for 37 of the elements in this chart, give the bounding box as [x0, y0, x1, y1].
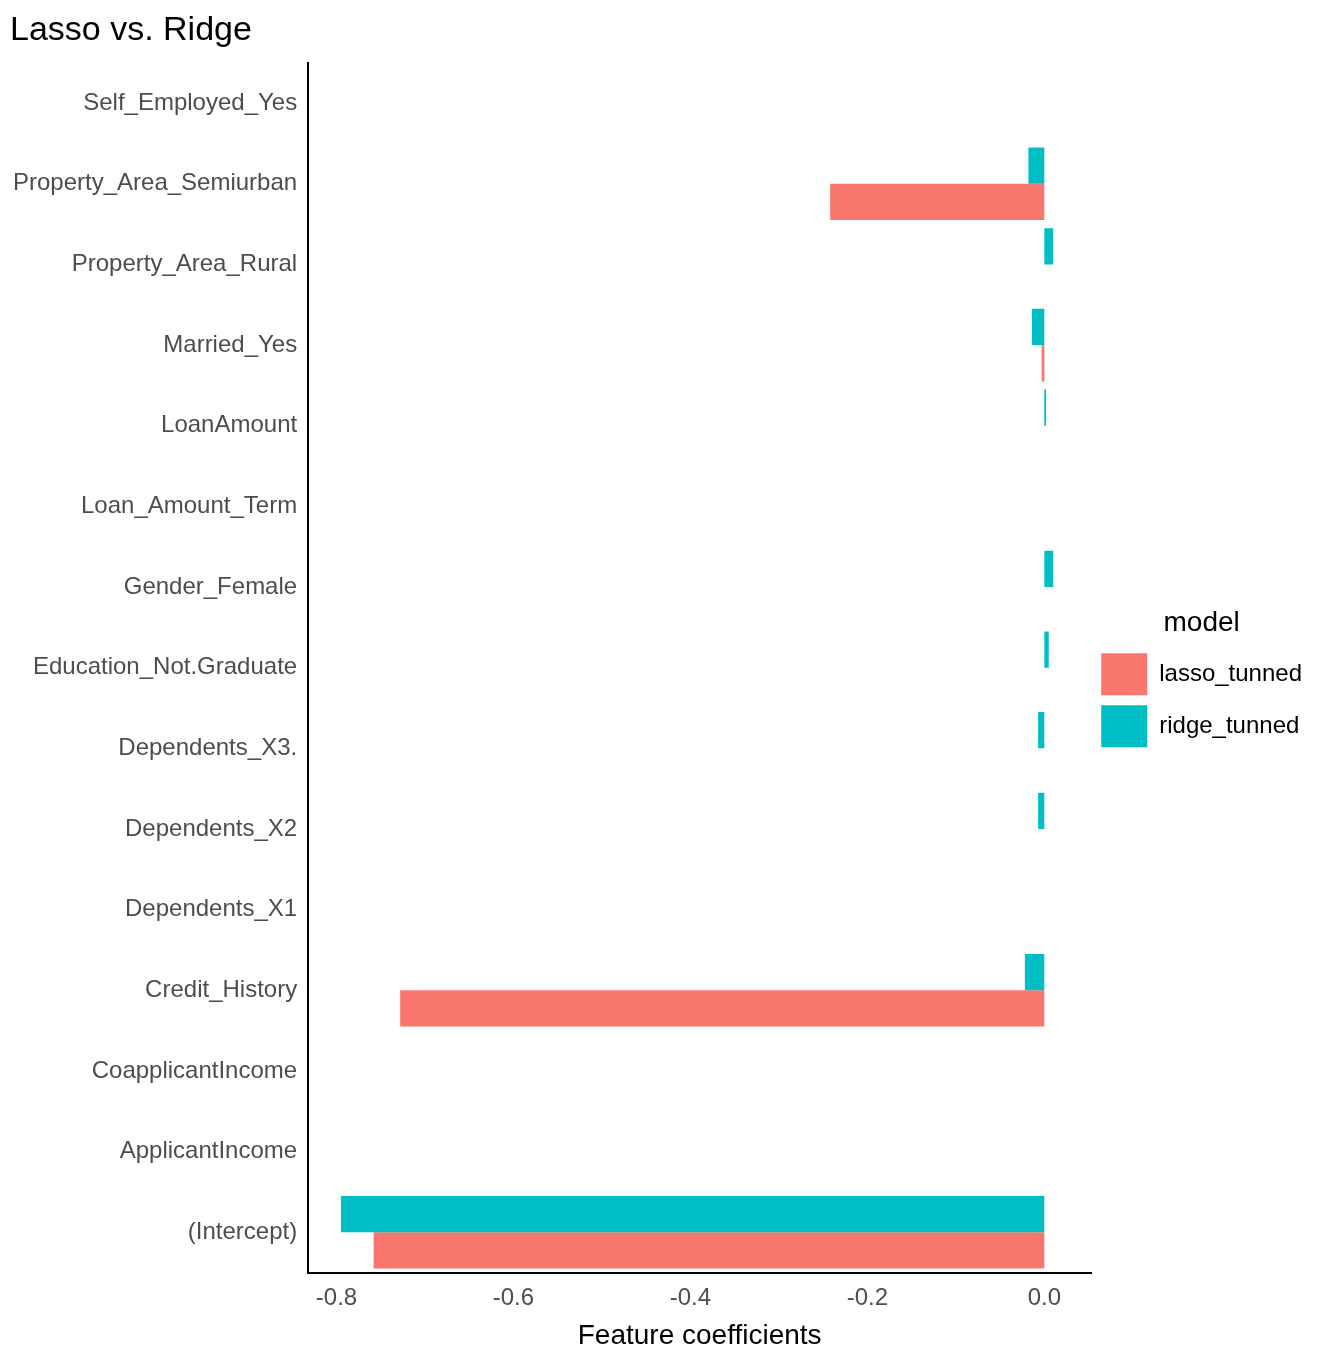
y-tick-label: Property_Area_Rural	[71, 249, 298, 277]
y-tick-label: CoapplicantIncome	[91, 1055, 298, 1083]
bar	[1044, 550, 1054, 588]
legend-label: lasso_tunned	[1159, 658, 1302, 686]
bar	[1024, 954, 1045, 991]
bar	[1038, 792, 1045, 830]
y-tick-label: Gender_Female	[123, 571, 298, 599]
y-tick-label: Property_Area_Semiurban	[13, 168, 298, 196]
legend-title: model	[1163, 606, 1240, 638]
bar	[373, 1232, 1045, 1269]
y-tick-label: (Intercept)	[187, 1216, 298, 1244]
bar	[400, 990, 1045, 1027]
y-tick-label: Dependents_X1	[125, 894, 298, 922]
y-tick-label: LoanAmount	[161, 410, 298, 438]
y-tick-label: Loan_Amount_Term	[81, 491, 298, 519]
bar	[1044, 228, 1054, 265]
y-tick-label: Dependents_X3.	[118, 732, 298, 760]
x-tick-label: -0.4	[669, 1282, 712, 1310]
x-tick-label: -0.8	[315, 1282, 358, 1310]
chart-title: Lasso vs. Ridge	[10, 8, 252, 47]
y-tick-label: Education_Not.Graduate	[32, 652, 298, 680]
bar	[1028, 147, 1045, 184]
x-tick-label: -0.2	[846, 1282, 889, 1310]
bar	[1038, 712, 1045, 749]
x-axis-title: Feature coefficients	[577, 1318, 822, 1350]
y-tick-label: Self_Employed_Yes	[83, 87, 298, 115]
bar	[830, 183, 1045, 221]
x-tick-label: 0.0	[1027, 1282, 1062, 1310]
y-tick-label: Married_Yes	[163, 329, 298, 357]
y-tick-label: ApplicantIncome	[119, 1136, 298, 1164]
bar	[1044, 631, 1049, 668]
y-tick-label: Credit_History	[145, 974, 298, 1002]
bar	[340, 1195, 1045, 1233]
legend-label: ridge_tunned	[1159, 710, 1300, 738]
y-tick-label: Dependents_X2	[125, 813, 298, 841]
x-tick-label: -0.6	[492, 1282, 535, 1310]
bar	[1031, 308, 1045, 346]
